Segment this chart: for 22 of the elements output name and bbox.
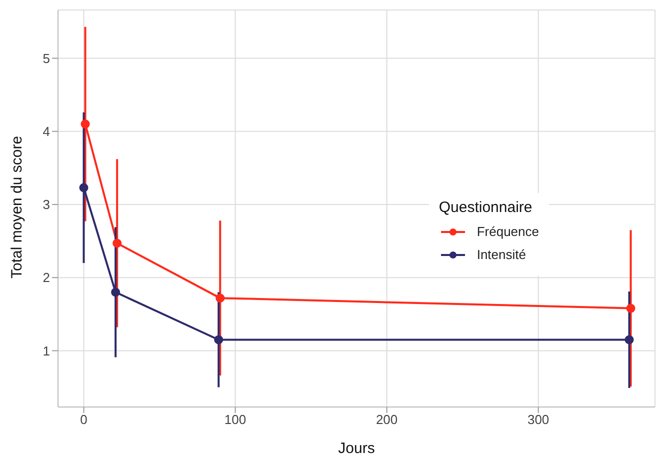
x-tick-label: 0 xyxy=(80,412,88,428)
legend-label: Intensité xyxy=(476,247,526,262)
y-tick-label: 1 xyxy=(42,343,50,358)
x-tick-label: 200 xyxy=(376,412,398,428)
y-tick-label: 2 xyxy=(42,270,50,286)
y-tick-label: 3 xyxy=(42,197,50,212)
point xyxy=(626,304,636,313)
point xyxy=(624,335,634,344)
y-tick-label: 5 xyxy=(42,50,50,66)
point xyxy=(112,238,122,248)
legend-label: Fréquence xyxy=(476,224,539,239)
point xyxy=(111,288,120,297)
point xyxy=(216,294,225,303)
y-tick-label: 4 xyxy=(42,124,50,139)
point xyxy=(214,335,224,344)
x-tick-label: 300 xyxy=(527,412,550,428)
y-axis-title: Total moyen du score xyxy=(8,136,26,278)
point xyxy=(80,120,90,129)
x-tick-label: 100 xyxy=(224,412,246,428)
legend-title: Questionnaire xyxy=(438,199,534,216)
point xyxy=(79,183,88,192)
x-axis-title: Jours xyxy=(338,440,375,457)
